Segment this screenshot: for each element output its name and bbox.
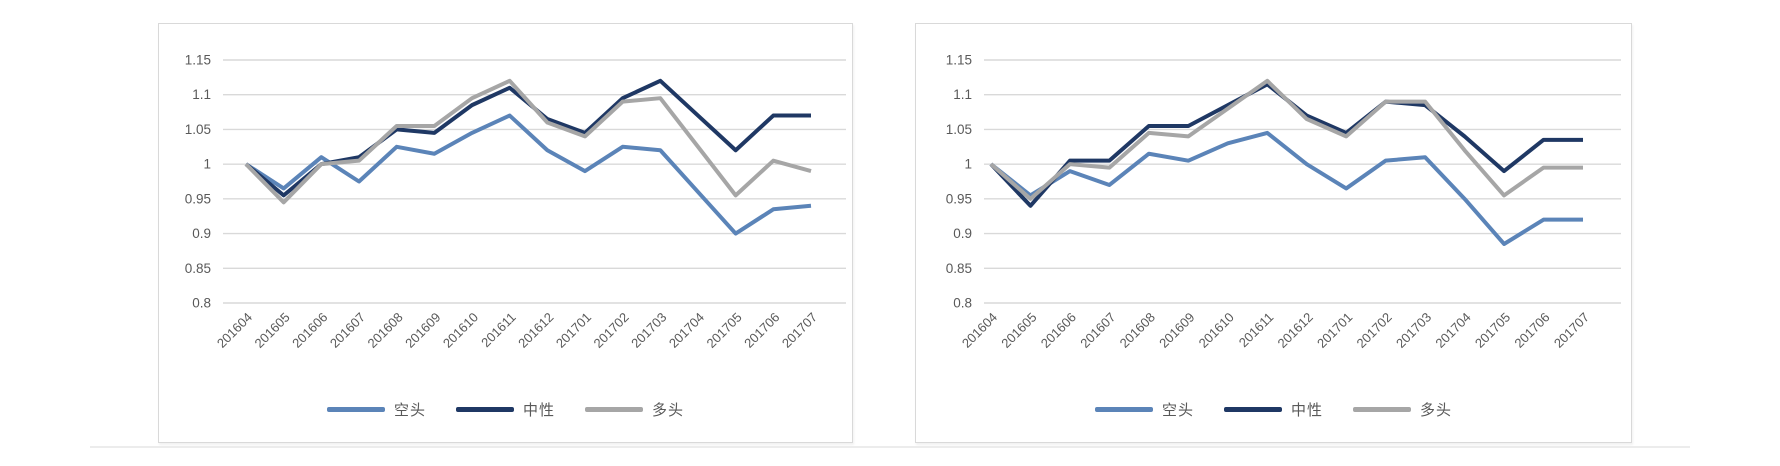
y-axis-tick-label: 1 bbox=[964, 157, 972, 172]
legend-swatch-short bbox=[326, 407, 385, 412]
right-chart-canvas: 1.151.11.0510.950.90.850.820160420160520… bbox=[946, 53, 1621, 351]
y-axis-tick-label: 0.8 bbox=[192, 296, 211, 311]
left-chart-canvas: 1.151.11.0510.950.90.850.820160420160520… bbox=[185, 53, 846, 351]
x-axis-tick-label: 201706 bbox=[741, 310, 782, 351]
right-chart-legend: 空头 中性 多头 bbox=[916, 399, 1631, 420]
x-axis-tick-label: 201608 bbox=[364, 310, 405, 351]
legend-item-short: 空头 bbox=[1094, 399, 1194, 420]
x-axis-tick-label: 201609 bbox=[402, 310, 443, 351]
x-axis-tick-label: 201702 bbox=[590, 310, 631, 351]
x-axis-tick-label: 201608 bbox=[1117, 310, 1158, 351]
x-axis-tick-label: 201606 bbox=[1038, 310, 1079, 351]
x-axis-tick-label: 201704 bbox=[1432, 310, 1473, 351]
y-axis-tick-label: 0.95 bbox=[946, 191, 972, 206]
x-axis-tick-label: 201701 bbox=[1314, 310, 1355, 351]
y-axis-tick-label: 1 bbox=[203, 157, 211, 172]
legend-label-long: 多头 bbox=[1420, 402, 1453, 419]
series-line-多头 bbox=[989, 78, 1583, 201]
x-axis-tick-label: 201609 bbox=[1156, 310, 1197, 351]
legend-label-long: 多头 bbox=[652, 402, 685, 419]
x-axis-tick-label: 201704 bbox=[666, 310, 707, 351]
y-axis-tick-label: 1.05 bbox=[185, 122, 211, 137]
legend-swatch-neutral bbox=[1223, 407, 1282, 412]
legend-item-neutral: 中性 bbox=[1223, 399, 1323, 420]
legend-swatch-neutral bbox=[455, 407, 514, 412]
y-axis-tick-label: 0.85 bbox=[946, 261, 972, 276]
x-axis-tick-label: 201612 bbox=[1275, 310, 1316, 351]
legend-swatch-long bbox=[585, 407, 643, 412]
y-axis-tick-label: 1.05 bbox=[946, 122, 972, 137]
x-axis-tick-label: 201703 bbox=[1393, 310, 1434, 351]
y-axis-tick-label: 1.1 bbox=[953, 87, 972, 102]
x-axis-tick-label: 201707 bbox=[1551, 310, 1592, 351]
x-axis-tick-label: 201611 bbox=[478, 310, 519, 351]
series-line-空头 bbox=[989, 130, 1583, 246]
series-line-中性 bbox=[244, 78, 811, 198]
y-axis-tick-label: 0.85 bbox=[185, 261, 211, 276]
y-axis-tick-label: 0.9 bbox=[953, 226, 972, 241]
x-axis-tick-label: 201605 bbox=[998, 310, 1039, 351]
legend-swatch-long bbox=[1353, 407, 1411, 412]
x-axis-tick-label: 201706 bbox=[1511, 310, 1552, 351]
legend-item-long: 多头 bbox=[1353, 399, 1452, 420]
x-axis-tick-label: 201610 bbox=[440, 310, 481, 351]
left-chart-legend: 空头 中性 多头 bbox=[159, 399, 852, 420]
series-line-空头 bbox=[244, 113, 812, 236]
left-chart-panel: 1.15 1.1 1.05 1 0.95 0.9 0.85 0.8 201604 201605 20… bbox=[158, 23, 853, 443]
legend-item-long: 多头 bbox=[585, 399, 684, 420]
x-axis-tick-label: 201701 bbox=[553, 310, 594, 351]
y-axis-tick-label: 1.1 bbox=[192, 87, 211, 102]
right-chart-panel: 1.15 1.1 1.05 1 0.95 0.9 0.85 0.8 201604 201605 20… bbox=[915, 23, 1632, 443]
x-axis-tick-label: 201705 bbox=[703, 310, 744, 351]
legend-item-short: 空头 bbox=[326, 399, 426, 420]
x-axis-tick-label: 201610 bbox=[1196, 310, 1237, 351]
x-axis-tick-label: 201605 bbox=[251, 310, 292, 351]
x-axis-tick-label: 201612 bbox=[515, 310, 556, 351]
x-axis-tick-label: 201703 bbox=[628, 310, 669, 351]
legend-item-neutral: 中性 bbox=[455, 399, 555, 420]
y-axis-tick-label: 0.9 bbox=[192, 226, 211, 241]
x-axis-tick-label: 201607 bbox=[327, 310, 368, 351]
legend-label-neutral: 中性 bbox=[522, 402, 555, 419]
y-axis-tick-label: 1.15 bbox=[946, 53, 972, 68]
x-axis-tick-label: 201707 bbox=[779, 310, 820, 351]
page-bottom-divider bbox=[90, 446, 1690, 448]
y-axis-tick-label: 1.15 bbox=[185, 53, 211, 68]
legend-label-neutral: 中性 bbox=[1290, 402, 1323, 419]
x-axis-tick-label: 201606 bbox=[289, 310, 330, 351]
series-line-多头 bbox=[244, 78, 812, 205]
y-axis-tick-label: 0.95 bbox=[185, 191, 211, 206]
x-axis-tick-label: 201702 bbox=[1353, 310, 1394, 351]
legend-label-short: 空头 bbox=[393, 402, 426, 419]
x-axis-tick-label: 201604 bbox=[214, 310, 255, 351]
legend-swatch-short bbox=[1094, 407, 1153, 412]
y-axis-tick-label: 0.8 bbox=[953, 296, 972, 311]
x-axis-tick-label: 201604 bbox=[959, 310, 1000, 351]
x-axis-tick-label: 201611 bbox=[1236, 310, 1277, 351]
x-axis-tick-label: 201705 bbox=[1472, 310, 1513, 351]
x-axis-tick-label: 201607 bbox=[1077, 310, 1118, 351]
legend-label-short: 空头 bbox=[1161, 402, 1194, 419]
